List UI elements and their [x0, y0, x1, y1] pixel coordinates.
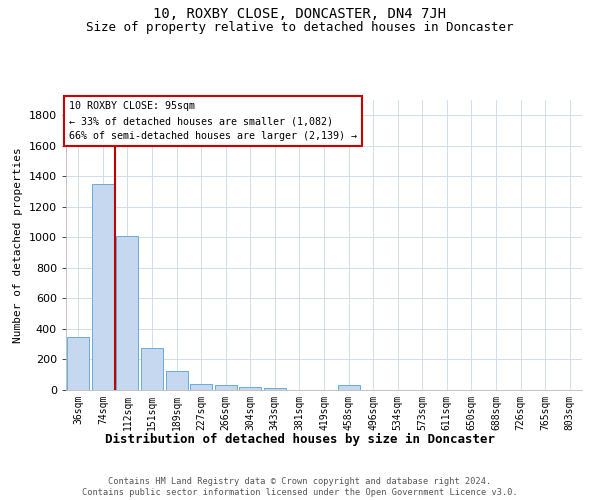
Bar	[141, 348, 163, 390]
Text: 10 ROXBY CLOSE: 95sqm
← 33% of detached houses are smaller (1,082)
66% of semi-d: 10 ROXBY CLOSE: 95sqm ← 33% of detached …	[68, 102, 356, 141]
Bar	[116, 236, 139, 390]
Bar	[166, 371, 188, 390]
Text: Distribution of detached houses by size in Doncaster: Distribution of detached houses by size …	[105, 432, 495, 446]
Bar	[239, 387, 262, 390]
Y-axis label: Number of detached properties: Number of detached properties	[13, 147, 23, 343]
Text: Contains HM Land Registry data © Crown copyright and database right 2024.
Contai: Contains HM Land Registry data © Crown c…	[82, 478, 518, 497]
Text: 10, ROXBY CLOSE, DONCASTER, DN4 7JH: 10, ROXBY CLOSE, DONCASTER, DN4 7JH	[154, 8, 446, 22]
Bar	[67, 336, 89, 390]
Bar	[338, 386, 359, 390]
Text: Size of property relative to detached houses in Doncaster: Size of property relative to detached ho…	[86, 21, 514, 34]
Bar	[190, 384, 212, 390]
Bar	[264, 388, 286, 390]
Bar	[92, 184, 114, 390]
Bar	[215, 386, 237, 390]
